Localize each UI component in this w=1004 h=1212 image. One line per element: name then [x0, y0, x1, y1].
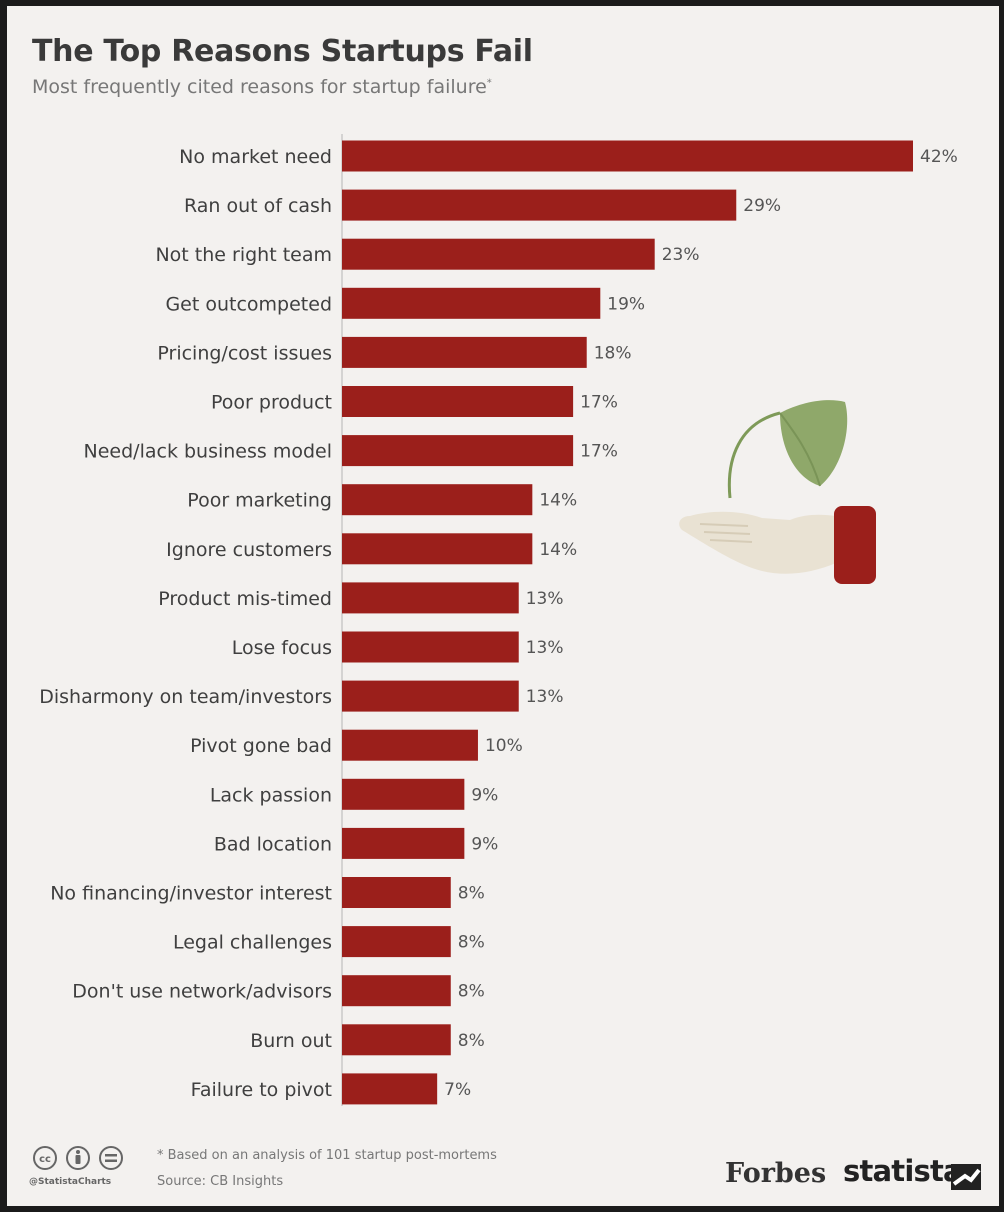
category-label: Get outcompeted: [165, 293, 332, 315]
category-label: Not the right team: [155, 244, 332, 266]
source-note: Source: CB Insights: [157, 1174, 284, 1189]
category-label: Poor product: [211, 392, 332, 414]
creative-commons-icons: cc: [33, 1146, 123, 1170]
category-label: Pivot gone bad: [190, 735, 332, 757]
value-label: 29%: [743, 196, 781, 216]
category-label: Pricing/cost issues: [157, 342, 332, 364]
category-label: No market need: [179, 146, 332, 168]
cc-icon: cc: [33, 1146, 57, 1170]
bar: [342, 386, 574, 417]
bar-chart: No market need 42% Ran out of cash 29% Not t…: [39, 134, 958, 1106]
bar: [342, 533, 533, 565]
infographic-card: The Top Reasons Startups Fail Most frequ…: [7, 6, 999, 1206]
no-derivatives-icon: [99, 1146, 123, 1170]
bar: [342, 582, 519, 614]
value-label: 8%: [458, 1031, 485, 1051]
attribution-icon: [66, 1146, 90, 1170]
category-label: Lose focus: [232, 637, 332, 659]
value-label: 9%: [471, 785, 498, 805]
bar: [342, 189, 737, 221]
bar: [342, 975, 451, 1007]
category-label: Lack passion: [210, 784, 332, 806]
bar: [342, 778, 465, 810]
bar: [342, 336, 587, 368]
bar: [342, 1073, 438, 1105]
category-label: Ran out of cash: [184, 195, 332, 217]
category-label: Burn out: [250, 1030, 332, 1052]
value-label: 8%: [458, 884, 485, 904]
category-label: Bad location: [214, 833, 332, 855]
category-label: Don't use network/advisors: [72, 981, 332, 1003]
hand-holding-sprout-icon: [679, 400, 876, 584]
value-label: 23%: [662, 245, 700, 265]
value-label: 19%: [607, 294, 645, 314]
value-label: 18%: [594, 343, 632, 363]
bar: [342, 238, 655, 270]
bar: [342, 631, 519, 663]
forbes-logo: Forbes: [725, 1158, 827, 1189]
value-label: 17%: [580, 393, 618, 413]
value-label: 17%: [580, 442, 618, 462]
value-label: 10%: [485, 736, 523, 756]
category-label: No financing/investor interest: [50, 883, 332, 905]
value-label: 7%: [444, 1080, 471, 1100]
chart-title: The Top Reasons Startups Fail: [32, 34, 533, 69]
bar: [342, 877, 451, 908]
value-label: 9%: [471, 834, 498, 854]
bar: [342, 287, 601, 319]
value-label: 14%: [539, 491, 577, 511]
value-label: 8%: [458, 982, 485, 1002]
category-label: Poor marketing: [187, 490, 332, 512]
category-label: Need/lack business model: [84, 441, 332, 463]
value-label: 42%: [920, 147, 958, 167]
category-label: Failure to pivot: [191, 1079, 332, 1101]
svg-text:cc: cc: [39, 1154, 51, 1165]
category-label: Ignore customers: [166, 539, 332, 561]
value-label: 13%: [526, 687, 564, 707]
bar: [342, 435, 574, 467]
footnote: * Based on an analysis of 101 startup po…: [157, 1148, 497, 1163]
category-label: Legal challenges: [173, 932, 332, 954]
bar: [342, 827, 465, 859]
value-label: 13%: [526, 638, 564, 658]
category-label: Disharmony on team/investors: [39, 686, 332, 708]
statista-handle: @StatistaCharts: [29, 1177, 112, 1187]
bar: [342, 1024, 451, 1056]
chart-subtitle: Most frequently cited reasons for startu…: [32, 76, 492, 98]
bar: [342, 140, 913, 172]
bar: [342, 729, 478, 761]
value-label: 14%: [539, 540, 577, 560]
value-label: 8%: [458, 933, 485, 953]
statista-logo: statista: [843, 1154, 963, 1188]
subtitle-footnote-marker: *: [486, 77, 492, 89]
bar: [342, 680, 519, 712]
bar: [342, 926, 451, 958]
category-label: Product mis-timed: [158, 588, 332, 610]
bar: [342, 484, 533, 516]
statista-logo-icon: [951, 1164, 981, 1190]
value-label: 13%: [526, 589, 564, 609]
subtitle-text: Most frequently cited reasons for startu…: [32, 76, 487, 98]
